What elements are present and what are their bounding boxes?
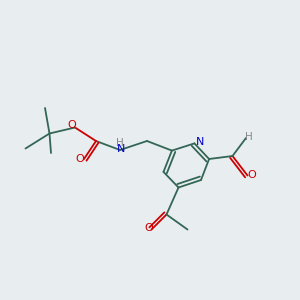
Text: O: O (68, 119, 76, 130)
Text: O: O (248, 170, 256, 181)
Text: N: N (196, 137, 204, 147)
Text: O: O (75, 154, 84, 164)
Text: H: H (116, 137, 124, 148)
Text: O: O (144, 223, 153, 233)
Text: N: N (116, 143, 125, 154)
Text: H: H (245, 131, 253, 142)
